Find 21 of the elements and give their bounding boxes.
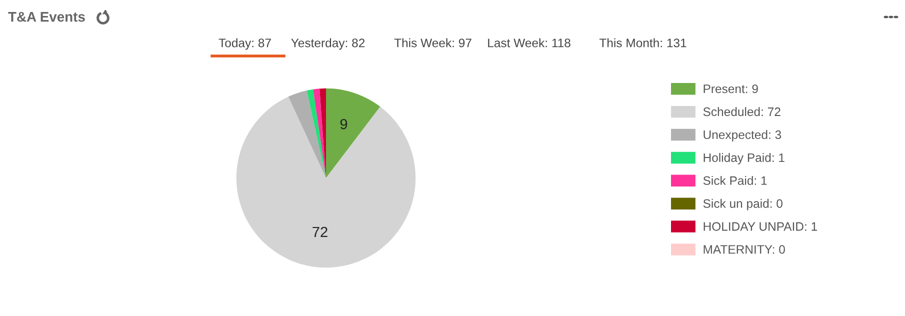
data-label: 72 xyxy=(312,226,328,237)
text: This Month: 131 xyxy=(599,38,686,48)
pie-slice xyxy=(306,89,326,178)
text: T&A Events xyxy=(8,12,85,22)
data-label: 9 xyxy=(340,118,348,130)
text: This Week: 97 xyxy=(394,38,472,48)
pie-slice xyxy=(288,90,326,178)
legend-label: Present: 9 xyxy=(704,84,758,94)
legend-label: Scheduled: 72 xyxy=(703,107,780,116)
text: Today: 87 xyxy=(218,38,271,50)
text: Yesterday: 82 xyxy=(291,38,365,50)
text: Last Week: 118 xyxy=(488,38,570,48)
legend-label: Unexpected: 3 xyxy=(704,130,782,142)
legend-label: Holiday Paid: 1 xyxy=(704,153,784,164)
pie-slice xyxy=(326,88,380,178)
legend-label: Sick un paid: 0 xyxy=(703,198,782,210)
legend-label: HOLIDAY UNPAID: 1 xyxy=(704,222,817,231)
pie-slice xyxy=(236,96,416,268)
pie-slice xyxy=(313,88,326,178)
legend-label: Sick Paid: 1 xyxy=(703,176,767,185)
legend-label: MATERNITY: 0 xyxy=(704,245,785,254)
